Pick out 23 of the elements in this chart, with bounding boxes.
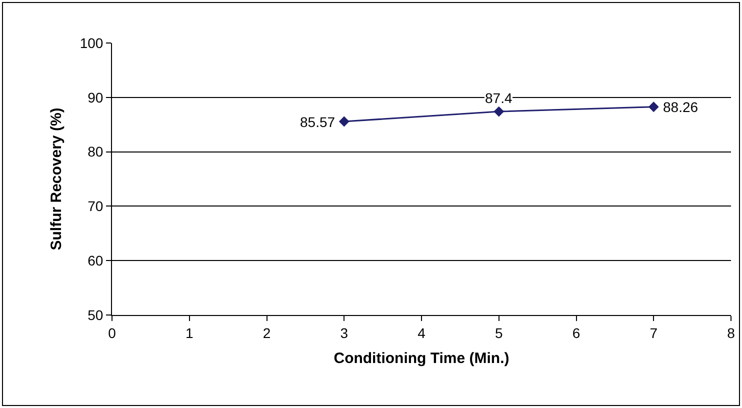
- x-axis-title: Conditioning Time (Min.): [334, 350, 510, 367]
- point: [494, 106, 504, 117]
- x-tick-label: 0: [108, 324, 116, 341]
- x-tick-label: 8: [727, 324, 736, 341]
- y-tick-label: 90: [88, 89, 104, 106]
- x-tick-label: 1: [185, 324, 194, 341]
- y-tick-label: 80: [88, 144, 104, 160]
- y-tick-label: 50: [88, 306, 104, 323]
- data-label: 85.57: [300, 114, 336, 130]
- x-tick-label: 4: [418, 324, 426, 341]
- data-label: 87.4: [485, 90, 512, 106]
- y-tick-label: 60: [88, 252, 104, 268]
- point: [338, 116, 350, 127]
- point: [648, 102, 659, 112]
- x-tick-label: 7: [650, 324, 658, 341]
- y-tick-label: 70: [88, 198, 104, 214]
- x-tick-label: 2: [262, 324, 271, 341]
- data-label: 88.26: [663, 99, 698, 115]
- x-tick-label: 5: [494, 324, 503, 341]
- y-tick-label: 100: [80, 34, 104, 51]
- x-tick-label: 6: [572, 324, 580, 341]
- y-axis-title: Sulfur Recovery (%): [48, 108, 66, 250]
- x-tick-label: 3: [340, 324, 348, 341]
